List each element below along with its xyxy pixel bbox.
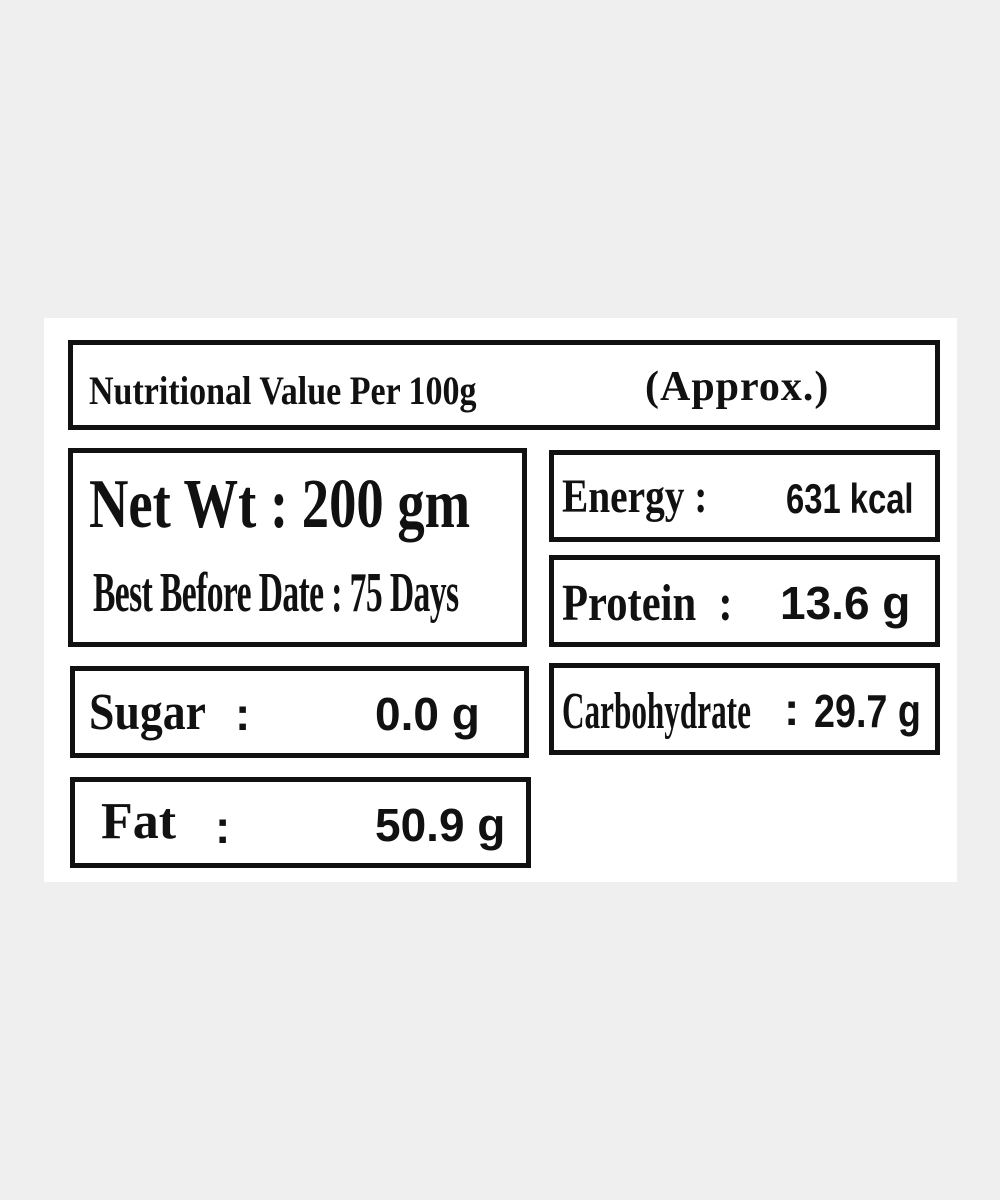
fat-value: 50.9 g bbox=[375, 799, 506, 851]
carbohydrate-colon: : bbox=[784, 683, 800, 735]
carbohydrate-box: Carbohydrate : 29.7 g bbox=[549, 663, 940, 755]
title-text: Nutritional Value Per 100g bbox=[89, 368, 477, 413]
sugar-label: Sugar bbox=[89, 684, 206, 741]
carbohydrate-value: 29.7 g bbox=[814, 685, 921, 737]
fat-box: Fat : 50.9 g bbox=[70, 777, 531, 868]
fat-label: Fat bbox=[101, 793, 177, 850]
sugar-box: Sugar : 0.0 g bbox=[70, 666, 529, 758]
net-weight: Net Wt : 200 gm bbox=[89, 466, 471, 543]
net-weight-box: Net Wt : 200 gm Best Before Date : 75 Da… bbox=[68, 448, 527, 647]
energy-value: 631 kcal bbox=[786, 475, 914, 522]
protein-label: Protein : bbox=[562, 575, 733, 632]
sugar-colon: : bbox=[235, 688, 251, 740]
best-before: Best Before Date : 75 Days bbox=[93, 562, 459, 624]
approx-note: (Approx.) bbox=[645, 364, 830, 410]
fat-colon: : bbox=[215, 801, 231, 853]
energy-box: Energy : 631 kcal bbox=[549, 450, 940, 542]
energy-label: Energy : bbox=[562, 470, 708, 523]
title-box: Nutritional Value Per 100g (Approx.) bbox=[68, 340, 940, 430]
carbohydrate-label: Carbohydrate bbox=[562, 683, 751, 740]
protein-value: 13.6 g bbox=[780, 577, 911, 629]
protein-box: Protein : 13.6 g bbox=[549, 555, 940, 647]
sugar-value: 0.0 g bbox=[375, 688, 480, 740]
